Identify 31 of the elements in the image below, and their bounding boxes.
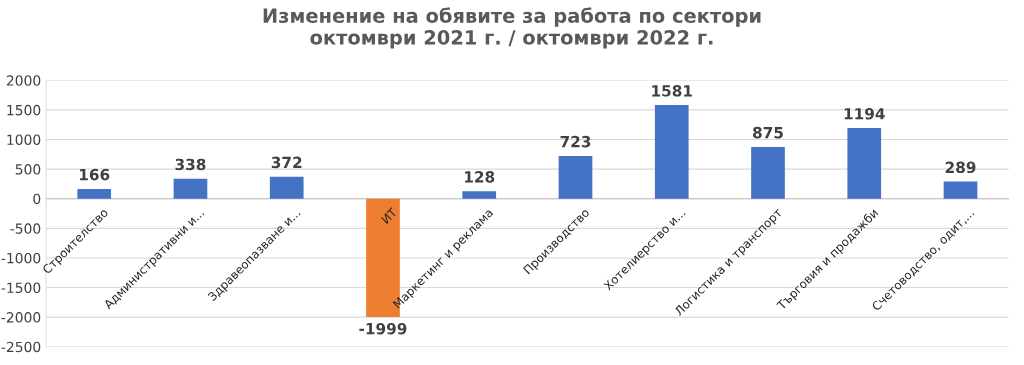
- bar: [943, 181, 978, 199]
- bar: [269, 176, 304, 199]
- y-tick-label: -2500: [1, 341, 41, 353]
- data-label: 128: [465, 171, 495, 183]
- bar: [654, 105, 689, 199]
- y-tick-label: 0: [33, 193, 41, 205]
- bar: [751, 146, 785, 199]
- y-tick-label: -1000: [1, 252, 41, 264]
- y-tick-label: -500: [10, 223, 41, 234]
- y-tick-label: -2000: [1, 312, 41, 323]
- data-label: 875: [752, 126, 783, 139]
- data-label: -1999: [359, 322, 407, 335]
- x-tick-label: ИТ: [381, 207, 398, 224]
- data-label: 1581: [652, 85, 692, 97]
- y-tick-label: 1000: [7, 134, 41, 145]
- bar: [77, 188, 112, 199]
- data-label: 723: [560, 135, 591, 148]
- data-label: 166: [79, 168, 110, 181]
- data-label: 1194: [844, 107, 885, 120]
- bar: [173, 178, 208, 199]
- y-tick-label: 500: [15, 164, 41, 175]
- bar: [462, 191, 497, 199]
- bar: [847, 128, 882, 199]
- bar: [558, 155, 593, 199]
- y-tick-label: 2000: [6, 75, 41, 86]
- chart-title: Изменение на обявите за работа по сектори октомври 2021 г. / октомври 2022 г.: [263, 7, 761, 49]
- data-label: 372: [271, 156, 302, 169]
- y-tick-label: -1500: [1, 282, 41, 294]
- data-label: 289: [945, 161, 976, 174]
- y-tick-label: 1500: [7, 104, 41, 116]
- data-label: 338: [175, 158, 206, 171]
